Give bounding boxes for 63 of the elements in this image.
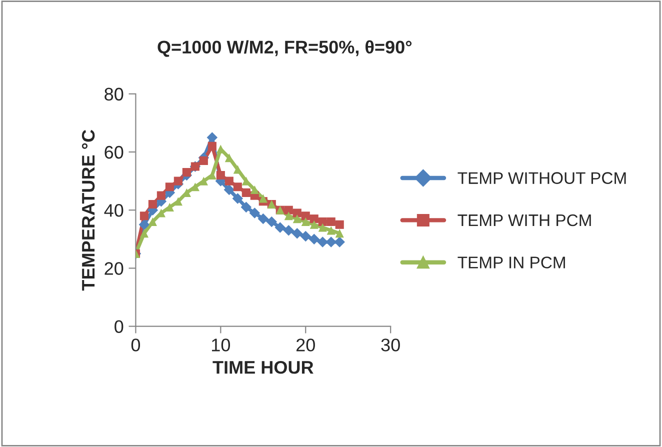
point: [165, 182, 174, 192]
point: [216, 170, 225, 180]
point: [335, 220, 344, 229]
y-axis-title: TEMPERATURE °C: [82, 130, 95, 291]
chart-title: Q=1000 W/M2, FR=50%, θ=90°: [158, 40, 412, 57]
point: [301, 217, 310, 226]
point: [266, 216, 278, 228]
point: [300, 230, 312, 242]
point: [208, 142, 216, 150]
point: [292, 214, 302, 224]
point: [335, 229, 344, 238]
point: [308, 234, 320, 245]
point: [317, 236, 328, 248]
legend-label: TEMP IN PCM: [458, 256, 565, 268]
point: [138, 219, 150, 230]
point: [292, 228, 303, 239]
point: [232, 193, 244, 204]
y-tick-label: 60: [104, 146, 124, 159]
point: [258, 194, 268, 203]
point: [199, 156, 208, 165]
y-tick-label: 0: [114, 320, 124, 334]
point: [326, 217, 336, 226]
legend-label: TEMP WITHOUT PCM: [458, 172, 626, 184]
x-tick-label: 20: [296, 338, 315, 352]
point: [310, 220, 318, 229]
legend-label: TEMP WITH PCM: [458, 214, 591, 226]
point: [292, 208, 302, 218]
point: [258, 213, 269, 224]
point: [148, 217, 157, 226]
point: [310, 214, 318, 224]
point: [140, 212, 148, 220]
point: [224, 184, 235, 196]
point: [156, 191, 166, 200]
point: [174, 176, 182, 186]
point: [318, 223, 327, 232]
x-tick-label: 10: [212, 338, 230, 352]
y-tick-label: 40: [104, 204, 124, 217]
point: [284, 206, 293, 214]
x-tick-label: 0: [131, 338, 140, 352]
point: [284, 212, 293, 220]
point: [318, 217, 327, 226]
point: [326, 236, 336, 248]
point: [182, 168, 191, 177]
point: [326, 226, 336, 235]
point: [283, 225, 294, 236]
point: [249, 208, 260, 218]
point: [190, 182, 200, 192]
point: [174, 197, 182, 206]
point: [199, 176, 208, 186]
point: [301, 212, 310, 220]
point: [242, 188, 250, 197]
point: [334, 236, 345, 248]
y-tick-label: 80: [104, 88, 124, 101]
point: [233, 182, 242, 192]
point: [250, 185, 259, 194]
point: [140, 229, 148, 238]
point: [240, 202, 252, 213]
point: [274, 222, 286, 233]
x-tick-label: 30: [381, 338, 400, 352]
point: [224, 176, 234, 186]
y-tick-label: 20: [104, 262, 124, 275]
point: [148, 200, 157, 209]
x-axis-title: TIME HOUR: [212, 360, 314, 374]
